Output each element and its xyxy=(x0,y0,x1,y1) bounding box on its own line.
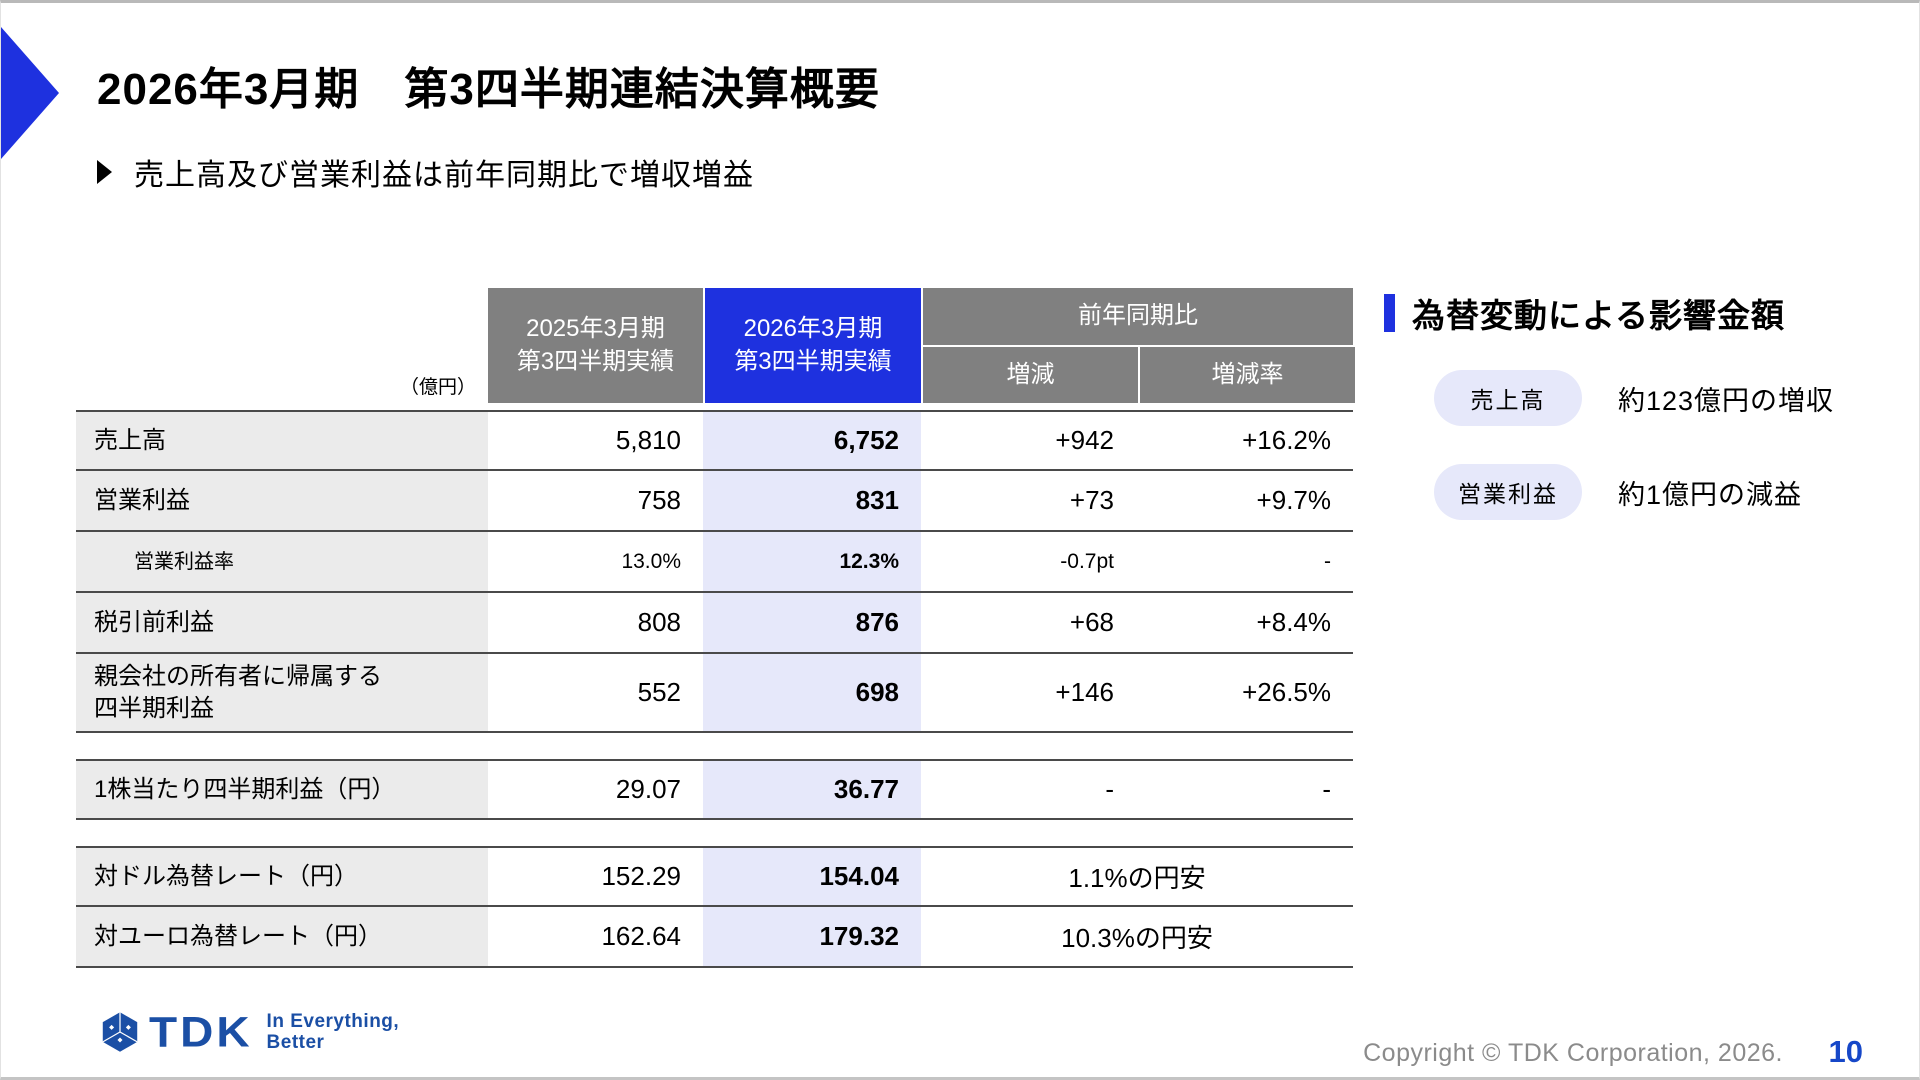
table-row-net-sales: 売上高 5,810 6,752 +942 +16.2% xyxy=(76,410,1353,471)
table-row-operating-profit: 営業利益 758 831 +73 +9.7% xyxy=(76,471,1353,532)
row-label: 1株当たり四半期利益（円） xyxy=(76,761,488,818)
fx-impact-text: 約1億円の減益 xyxy=(1618,479,1803,510)
column-header-prev-period: 2025年3月期 第3四半期実績 xyxy=(488,288,703,403)
curr-value: 179.32 xyxy=(703,907,921,966)
table-header: （億円） 2025年3月期 第3四半期実績 2026年3月期 第3四半期実績 前… xyxy=(76,288,1355,403)
heading-accent-bar-icon xyxy=(1384,294,1395,332)
table-row-eps: 1株当たり四半期利益（円） 29.07 36.77 - - xyxy=(76,759,1353,820)
corner-accent-triangle-icon xyxy=(1,27,59,159)
change-value: - xyxy=(1105,774,1114,804)
prev-value: 808 xyxy=(637,607,681,637)
tagline-line2: Better xyxy=(266,1032,325,1053)
prev-value: 29.07 xyxy=(615,774,681,804)
prev-value: 13.0% xyxy=(621,549,681,573)
prev-value: 162.64 xyxy=(601,921,681,951)
unit-label: （億円） xyxy=(399,377,476,398)
column-header-change-rate: 増減率 xyxy=(1138,347,1355,403)
prev-value: 5,810 xyxy=(615,425,681,455)
row-label: 親会社の所有者に帰属する 四半期利益 xyxy=(76,654,488,731)
financial-results-table: （億円） 2025年3月期 第3四半期実績 2026年3月期 第3四半期実績 前… xyxy=(76,288,1355,968)
row-label: 対ユーロ為替レート（円） xyxy=(76,907,488,966)
fx-impact-item-operating-profit: 営業利益 約1億円の減益 xyxy=(1384,464,1894,520)
row-label: 売上高 xyxy=(76,412,488,469)
curr-value: 36.77 xyxy=(703,761,921,818)
change-rate-value: +16.2% xyxy=(1242,425,1331,455)
prev-value: 758 xyxy=(637,485,681,515)
curr-value: 698 xyxy=(703,654,921,731)
fx-change-note: 1.1%の円安 xyxy=(1068,863,1206,893)
curr-value: 831 xyxy=(703,471,921,530)
change-value: +68 xyxy=(1069,607,1114,637)
fx-badge-sales: 売上高 xyxy=(1434,370,1582,426)
table-section-gap xyxy=(76,820,1353,846)
table-body: 売上高 5,810 6,752 +942 +16.2% 営業利益 758 831… xyxy=(76,410,1353,968)
page-title: 2026年3月期 第3四半期連結決算概要 xyxy=(97,65,880,114)
prev-value: 552 xyxy=(637,677,681,707)
fx-panel-header: 為替変動による影響金額 xyxy=(1384,289,1894,337)
table-row-profit-attributable-to-owners: 親会社の所有者に帰属する 四半期利益 552 698 +146 +26.5% xyxy=(76,654,1353,733)
yoy-subheader: 増減 増減率 xyxy=(923,345,1355,403)
curr-value: 876 xyxy=(703,593,921,652)
table-row-usd-rate: 対ドル為替レート（円） 152.29 154.04 1.1%の円安 xyxy=(76,846,1353,907)
table-row-eur-rate: 対ユーロ為替レート（円） 162.64 179.32 10.3%の円安 xyxy=(76,907,1353,968)
row-label: 税引前利益 xyxy=(76,593,488,652)
row-label: 営業利益率 xyxy=(76,532,488,591)
tdk-logo: TDK In Everything, Better xyxy=(99,1009,399,1055)
column-header-yoy: 前年同期比 xyxy=(923,288,1353,345)
curr-value: 154.04 xyxy=(703,848,921,905)
tagline-line1: In Everything, xyxy=(266,1010,400,1032)
table-row-profit-before-tax: 税引前利益 808 876 +68 +8.4% xyxy=(76,593,1353,654)
key-message-text: 売上高及び営業利益は前年同期比で増収増益 xyxy=(134,159,754,192)
change-rate-value: +8.4% xyxy=(1256,607,1331,637)
page-number: 10 xyxy=(1828,1034,1863,1069)
change-value: +942 xyxy=(1055,425,1114,455)
copyright-text: Copyright © TDK Corporation, 2026. xyxy=(1363,1039,1783,1067)
change-value: -0.7pt xyxy=(1060,549,1114,573)
table-section-gap xyxy=(76,733,1353,759)
column-header-change: 増減 xyxy=(923,347,1138,403)
change-rate-value: +9.7% xyxy=(1256,485,1331,515)
fx-impact-panel: 為替変動による影響金額 売上高 約123億円の増収 営業利益 約1億円の減益 xyxy=(1384,289,1894,520)
row-label: 営業利益 xyxy=(76,471,488,530)
fx-badge-operating-profit: 営業利益 xyxy=(1434,464,1582,520)
tdk-logo-text: TDK xyxy=(149,1008,253,1056)
fx-impact-text: 約123億円の増収 xyxy=(1618,385,1835,416)
fx-panel-title: 為替変動による影響金額 xyxy=(1412,297,1786,334)
curr-value: 6,752 xyxy=(703,412,921,469)
column-header-yoy-group: 前年同期比 増減 増減率 xyxy=(921,288,1355,403)
curr-value: 12.3% xyxy=(703,532,921,591)
change-rate-value: +26.5% xyxy=(1242,677,1331,707)
tdk-tagline: In Everything, Better xyxy=(267,1011,400,1054)
fx-impact-item-sales: 売上高 約123億円の増収 xyxy=(1384,370,1894,426)
change-rate-value: - xyxy=(1322,774,1331,804)
change-value: +146 xyxy=(1055,677,1114,707)
bullet-triangle-icon xyxy=(97,160,112,184)
fx-change-note: 10.3%の円安 xyxy=(1061,923,1213,953)
table-row-operating-margin: 営業利益率 13.0% 12.3% -0.7pt - xyxy=(76,532,1353,593)
change-value: +73 xyxy=(1069,485,1114,515)
change-rate-value: - xyxy=(1324,549,1331,573)
tdk-hexagon-logo-icon xyxy=(102,1012,138,1052)
column-header-curr-period: 2026年3月期 第3四半期実績 xyxy=(703,288,921,403)
key-message: 売上高及び営業利益は前年同期比で増収増益 xyxy=(97,150,754,194)
row-label: 対ドル為替レート（円） xyxy=(76,848,488,905)
prev-value: 152.29 xyxy=(601,861,681,891)
